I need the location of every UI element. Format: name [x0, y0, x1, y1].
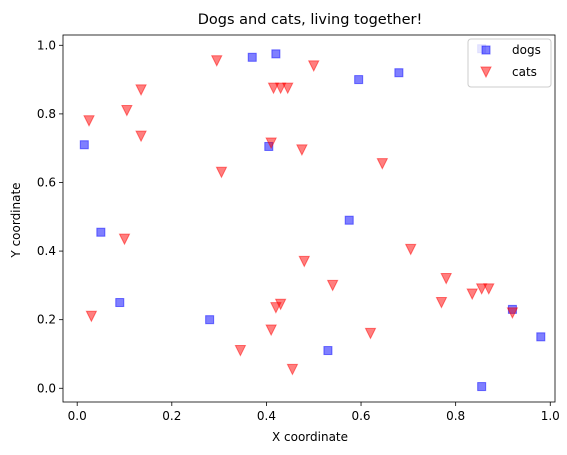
- x-tick-label: 0.6: [351, 409, 370, 423]
- x-axis-label: X coordinate: [272, 430, 348, 444]
- x-tick-label: 0.0: [68, 409, 87, 423]
- dog-point: [355, 76, 363, 84]
- legend-label-dogs: dogs: [512, 43, 541, 57]
- y-tick-label: 1.0: [37, 38, 56, 52]
- x-tick-label: 1.0: [541, 409, 560, 423]
- x-tick-label: 0.2: [162, 409, 181, 423]
- dog-point: [345, 216, 353, 224]
- legend-label-cats: cats: [512, 65, 537, 79]
- dog-point: [206, 316, 214, 324]
- y-tick-label: 0.8: [37, 107, 56, 121]
- dog-point: [395, 69, 403, 77]
- dog-point: [272, 50, 280, 58]
- y-tick-label: 0.6: [37, 175, 56, 189]
- dog-point: [324, 347, 332, 355]
- dog-point: [116, 299, 124, 307]
- dog-point: [537, 333, 545, 341]
- dog-point: [248, 53, 256, 61]
- y-tick-label: 0.2: [37, 313, 56, 327]
- legend-square-icon: [482, 46, 490, 54]
- y-tick-label: 0.0: [37, 381, 56, 395]
- dog-point: [478, 383, 486, 391]
- legend: dogs cats: [468, 39, 551, 87]
- plot-frame: [63, 35, 555, 402]
- x-tick-label: 0.8: [446, 409, 465, 423]
- y-axis-label: Y coordinate: [9, 182, 23, 258]
- chart-title: Dogs and cats, living together!: [198, 12, 423, 28]
- plot-area: [63, 35, 555, 402]
- dog-point: [97, 228, 105, 236]
- dog-point: [80, 141, 88, 149]
- x-tick-label: 0.4: [257, 409, 276, 423]
- y-tick-label: 0.4: [37, 244, 56, 258]
